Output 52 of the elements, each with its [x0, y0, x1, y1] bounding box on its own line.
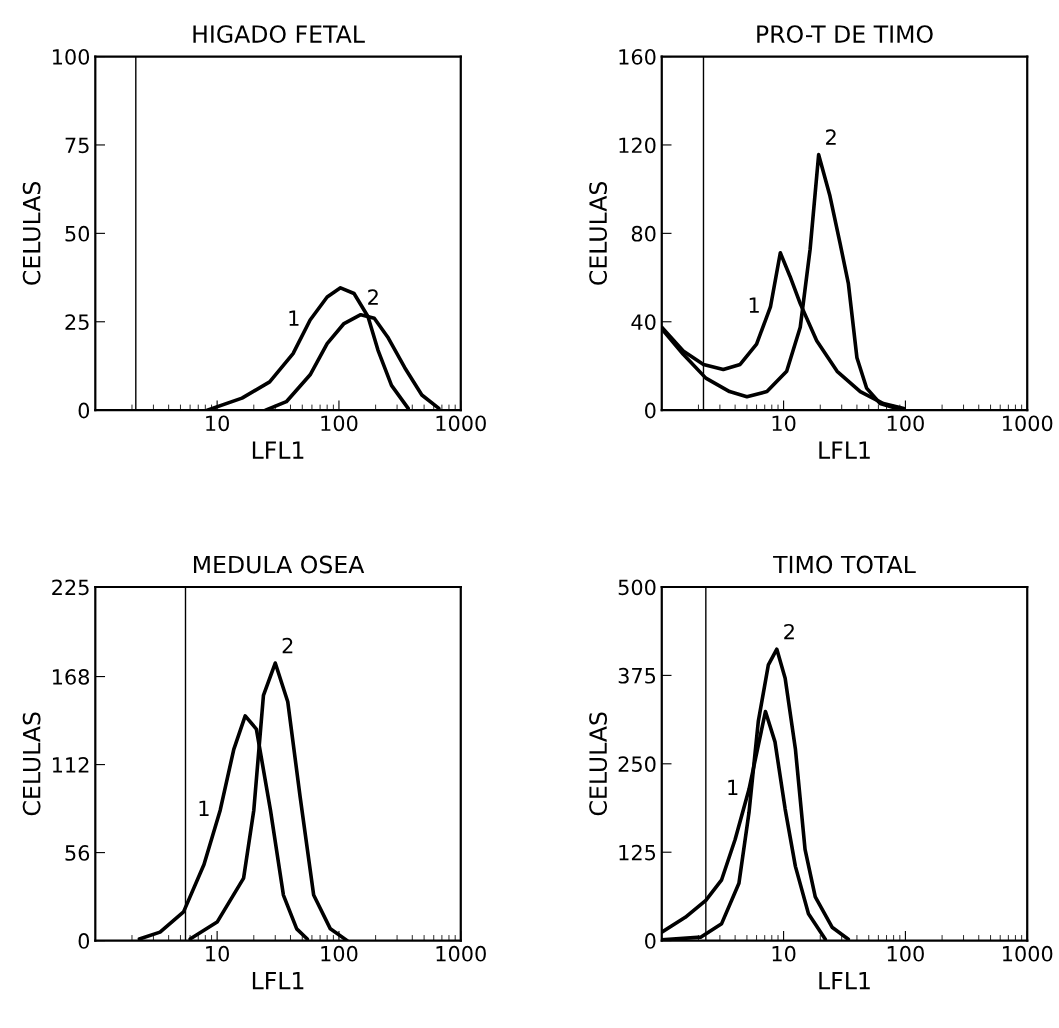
x-tick-label: 100 [321, 945, 358, 962]
chart-title: TIMO TOTAL [773, 555, 916, 574]
chart-title: HIGADO FETAL [193, 25, 365, 43]
y-tick-label: 250 [618, 756, 656, 773]
x-tick-label: 1000 [1003, 415, 1053, 432]
series-label: 1 [728, 779, 738, 796]
y-tick-label: 40 [631, 314, 656, 330]
x-tick-label: 1000 [436, 945, 486, 962]
y-tick-label: 80 [631, 225, 656, 242]
series-label: 2 [282, 637, 293, 654]
y-tick-label: 0 [78, 402, 90, 419]
x-tick-label: 10 [206, 945, 229, 962]
series-label: 2 [784, 623, 794, 640]
chart-title: PRO-T DE TIMO [757, 25, 933, 43]
y-tick-label: 500 [618, 579, 656, 596]
y-tick-label: 100 [52, 48, 90, 65]
x-tick-label: 1000 [436, 415, 486, 432]
x-tick-label: 10 [206, 415, 229, 432]
x-tick-label: 100 [321, 415, 358, 432]
y-tick-label: 225 [52, 579, 89, 596]
y-axis-title: CELULAS [22, 181, 41, 285]
y-axis-title: CELULAS [589, 712, 608, 816]
y-tick-label: 112 [52, 757, 89, 773]
y-tick-label: 56 [65, 845, 90, 861]
series-label: 1 [199, 800, 209, 816]
y-tick-label: 375 [618, 667, 656, 684]
x-tick-label: 1000 [1003, 945, 1053, 962]
y-tick-label: 75 [65, 137, 89, 154]
y-tick-label: 25 [65, 314, 89, 330]
series-label: 1 [289, 310, 299, 326]
y-tick-label: 168 [52, 669, 90, 685]
y-tick-label: 0 [78, 933, 90, 949]
y-tick-label: 160 [619, 48, 656, 65]
x-tick-label: 10 [772, 415, 796, 432]
x-axis-title: LFL1 [252, 441, 304, 459]
y-tick-label: 0 [645, 402, 656, 419]
y-tick-label: 0 [645, 933, 656, 949]
series-label: 1 [749, 297, 759, 313]
series-label: 2 [368, 289, 378, 305]
x-tick-label: 100 [887, 945, 924, 962]
x-tick-label: 100 [887, 415, 924, 432]
y-tick-label: 125 [619, 844, 656, 861]
x-axis-title: LFL1 [819, 441, 870, 459]
x-axis-title: LFL1 [252, 971, 304, 990]
y-axis-title: CELULAS [589, 181, 608, 285]
chart-title: MEDULA OSEA [193, 555, 365, 574]
x-axis-title: LFL1 [819, 971, 870, 990]
y-axis-title: CELULAS [22, 712, 41, 816]
x-tick-label: 10 [772, 945, 796, 962]
y-tick-label: 50 [65, 225, 90, 242]
y-tick-label: 120 [619, 137, 656, 154]
series-label: 2 [826, 129, 836, 145]
